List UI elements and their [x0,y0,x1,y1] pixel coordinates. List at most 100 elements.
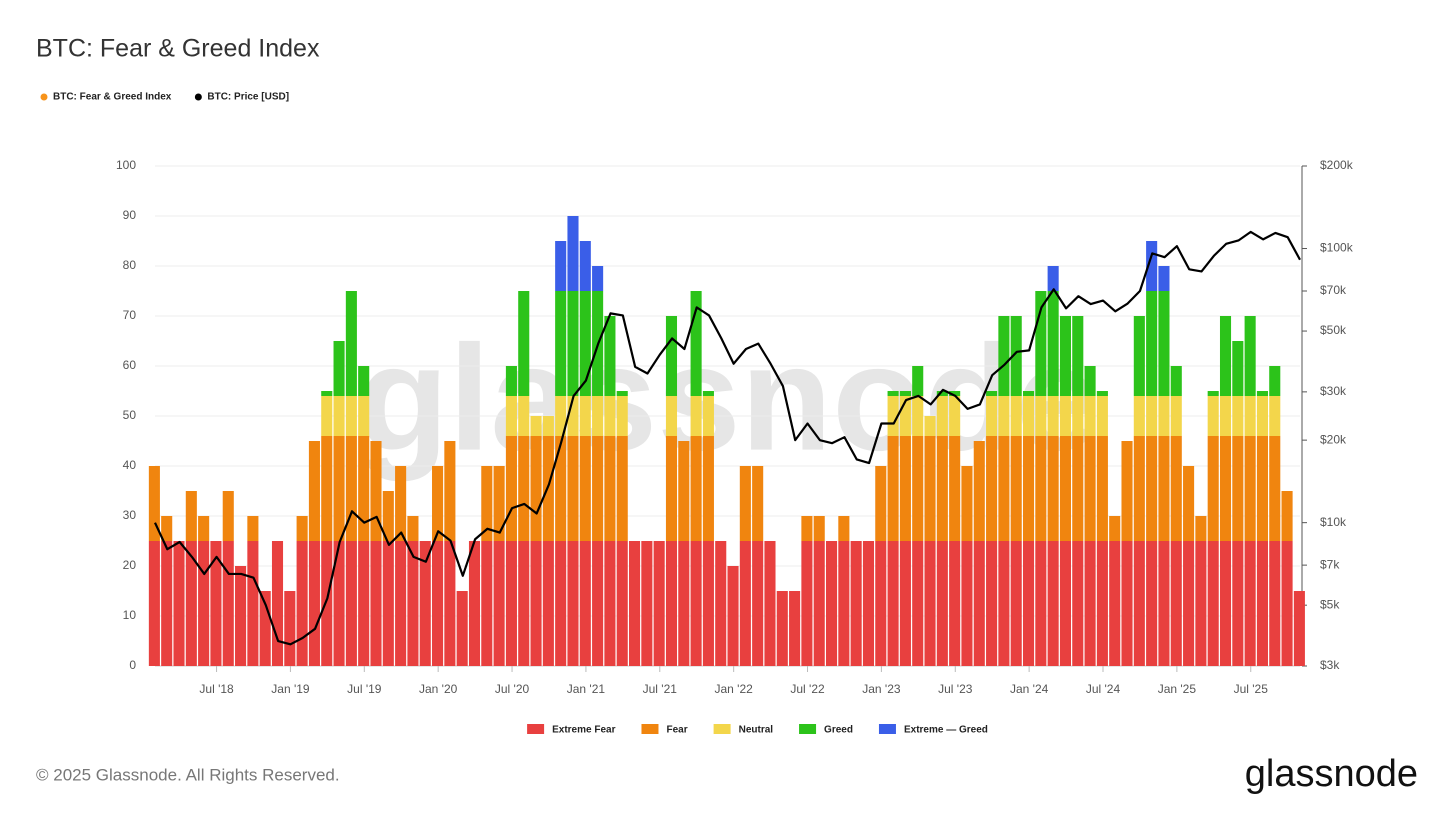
index-bar [579,241,591,666]
index-bar [1170,366,1182,666]
index-bar [567,216,579,666]
index-bar [1109,516,1121,666]
index-bar [961,466,973,666]
index-bar [702,391,714,666]
index-bar [210,541,222,666]
x-tick-label: Jan '24 [1010,682,1049,696]
x-tick-label: Jan '21 [567,682,606,696]
index-bar [1059,316,1071,666]
index-bar [986,391,998,666]
legend-dot [194,93,202,101]
band-legend-label: Neutral [739,725,774,736]
brand-logo: glassnode [1245,753,1418,795]
legend-swatch [713,724,731,734]
index-bar [518,291,530,666]
index-bar [739,466,751,666]
index-bar [629,541,641,666]
y-tick-label: 70 [123,308,137,322]
index-bar [419,541,431,666]
index-bar [949,391,961,666]
legend-swatch [799,724,817,734]
y-tick-label: 50 [123,408,137,422]
index-bar [222,491,234,666]
index-bar [801,516,813,666]
index-bar [308,441,320,666]
index-bar [924,416,936,666]
index-bar [1244,316,1256,666]
index-bar [936,391,948,666]
y-tick-label: 10 [123,608,137,622]
index-bar [173,541,185,666]
x-tick-label: Jan '23 [862,682,901,696]
y2-tick-label: $5k [1320,597,1340,611]
index-bar [407,516,419,666]
index-bar [1183,466,1195,666]
x-tick-label: Jul '18 [199,682,234,696]
index-bar [198,516,210,666]
index-bar [899,391,911,666]
index-bar [185,491,197,666]
index-bar [1072,316,1084,666]
index-bar [998,316,1010,666]
index-bar [395,466,407,666]
x-tick-label: Jul '25 [1234,682,1269,696]
y-tick-label: 0 [129,658,136,672]
x-tick-label: Jan '22 [714,682,753,696]
index-bar [813,516,825,666]
x-tick-label: Jan '19 [271,682,310,696]
x-tick-label: Jul '24 [1086,682,1121,696]
y2-tick-label: $7k [1320,557,1340,571]
index-bar [321,391,333,666]
band-legend-item: Extreme Fear [527,724,616,736]
index-bar [789,591,801,666]
x-tick-label: Jul '22 [790,682,825,696]
index-bar [912,366,924,666]
index-bar [235,566,247,666]
index-bar [850,541,862,666]
index-bar [715,541,727,666]
index-bar [752,466,764,666]
y-tick-label: 100 [116,158,136,172]
index-bar [296,516,308,666]
x-tick-label: Jan '25 [1158,682,1197,696]
index-bar [530,416,542,666]
index-bar [481,466,493,666]
index-bar [776,591,788,666]
index-bar [271,541,284,666]
x-tick-label: Jan '20 [419,682,458,696]
index-bar [468,541,481,666]
index-bar [555,241,567,666]
index-bar [1146,241,1158,666]
index-bar [887,391,899,666]
y2-tick-label: $50k [1320,323,1347,337]
index-bar [161,516,173,666]
x-tick-label: Jul '21 [643,682,678,696]
legend-swatch [527,724,545,734]
y-tick-label: 30 [123,508,137,522]
x-tick-label: Jul '20 [495,682,530,696]
index-bar [678,441,690,666]
index-bar [1010,316,1022,666]
index-bar [542,416,554,666]
index-bar [382,491,394,666]
index-bar [653,541,665,666]
index-bar [604,316,616,666]
index-bar [1022,391,1035,666]
copyright: © 2025 Glassnode. All Rights Reserved. [36,765,340,784]
y2-tick-label: $10k [1320,515,1347,529]
index-bar [1256,391,1268,666]
band-legend-label: Extreme Fear [552,725,615,736]
index-bar [284,591,296,666]
legend-swatch [878,724,896,734]
y2-tick-label: $30k [1320,384,1347,398]
y-tick-label: 90 [123,208,137,222]
index-bar [1195,516,1207,666]
index-bar [148,466,160,666]
index-bar [444,441,456,666]
y2-tick-label: $70k [1320,283,1347,297]
index-bar [825,541,838,666]
index-bar [1158,266,1170,666]
index-bar [665,316,678,666]
